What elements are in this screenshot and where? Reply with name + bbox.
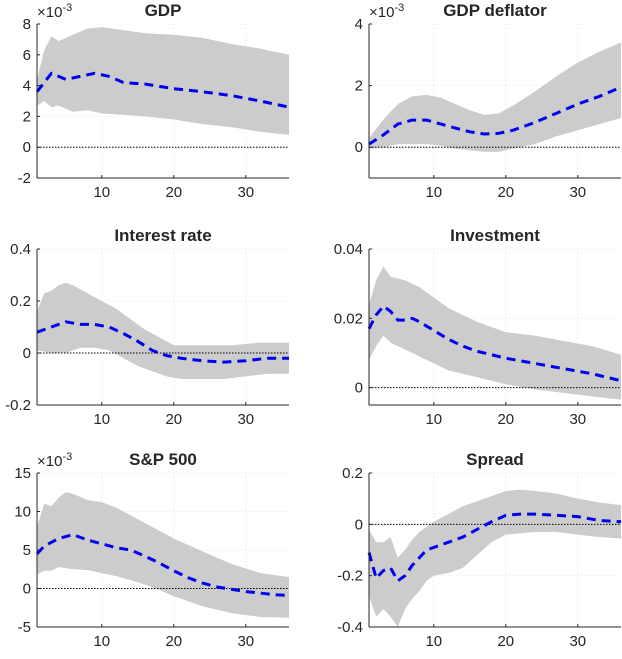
confidence-band bbox=[37, 492, 289, 618]
panel-title: Spread bbox=[466, 450, 524, 469]
panel-title: GDP deflator bbox=[443, 1, 547, 20]
median-response-line bbox=[367, 304, 622, 383]
y-tick-label: 0 bbox=[23, 581, 31, 598]
y-tick-label: -0.4 bbox=[337, 619, 363, 636]
y-tick-label: 0.2 bbox=[342, 465, 363, 482]
y-tick-label: 5 bbox=[23, 542, 31, 559]
x-tick-label: 20 bbox=[497, 184, 514, 201]
x-tick-label: 30 bbox=[237, 633, 254, 650]
x-tick-label: 20 bbox=[165, 184, 182, 201]
x-tick-label: 30 bbox=[569, 184, 586, 201]
y-tick-label: 15 bbox=[14, 465, 31, 482]
x-tick-label: 10 bbox=[93, 411, 110, 428]
y-tick-label: 0.4 bbox=[10, 241, 31, 258]
y-tick-label: 0 bbox=[355, 516, 363, 533]
axis-multiplier: ×10-3 bbox=[369, 2, 404, 21]
y-tick-label: 6 bbox=[23, 47, 31, 64]
confidence-band bbox=[369, 266, 621, 400]
multiplier-base: ×10 bbox=[369, 4, 394, 21]
y-tick-label: 0 bbox=[355, 139, 363, 156]
x-tick-label: 20 bbox=[497, 411, 514, 428]
multiplier-base: ×10 bbox=[37, 453, 62, 470]
y-tick-label: 2 bbox=[23, 108, 31, 125]
chart-panel: 10 20 30 -5 0 5 10 15 S&P 500 ×10-3 bbox=[14, 450, 290, 650]
y-tick-label: 2 bbox=[355, 78, 363, 95]
confidence-band bbox=[369, 489, 621, 627]
multiplier-exponent: -3 bbox=[394, 2, 404, 14]
x-tick-label: 10 bbox=[93, 633, 110, 650]
median-response-line bbox=[368, 85, 622, 146]
y-tick-label: 0 bbox=[355, 380, 363, 397]
panel-title: GDP bbox=[145, 1, 182, 20]
chart-panel: 10 20 30 -0.4 -0.2 0 0.2 Spread bbox=[337, 450, 622, 650]
y-tick-label: -5 bbox=[18, 619, 31, 636]
y-tick-label: 4 bbox=[355, 16, 363, 33]
confidence-band bbox=[37, 282, 289, 379]
y-tick-label: 0.2 bbox=[10, 293, 31, 310]
x-tick-label: 20 bbox=[165, 411, 182, 428]
axis-multiplier: ×10-3 bbox=[37, 2, 72, 21]
y-tick-label: -0.2 bbox=[5, 397, 31, 414]
panel-title: S&P 500 bbox=[129, 450, 197, 469]
chart-panel: 10 20 30 0 0.02 0.04 Investment bbox=[334, 226, 622, 428]
y-tick-label: -2 bbox=[18, 170, 31, 187]
y-tick-label: -0.2 bbox=[337, 568, 363, 585]
median-response-line bbox=[35, 71, 290, 109]
x-tick-label: 10 bbox=[425, 184, 442, 201]
x-tick-label: 30 bbox=[237, 184, 254, 201]
multiplier-exponent: -3 bbox=[62, 451, 72, 463]
x-tick-label: 10 bbox=[93, 184, 110, 201]
x-tick-label: 30 bbox=[569, 411, 586, 428]
y-tick-label: 0 bbox=[23, 139, 31, 156]
x-tick-label: 10 bbox=[425, 411, 442, 428]
axis-multiplier: ×10-3 bbox=[37, 451, 72, 470]
x-tick-label: 20 bbox=[497, 633, 514, 650]
x-tick-label: 20 bbox=[165, 633, 182, 650]
panel-title: Interest rate bbox=[114, 226, 211, 245]
x-tick-label: 30 bbox=[569, 633, 586, 650]
chart-panel: 10 20 30 0 2 4 GDP deflator ×10-3 bbox=[355, 1, 622, 201]
x-tick-label: 10 bbox=[425, 633, 442, 650]
multiplier-base: ×10 bbox=[37, 4, 62, 21]
y-tick-label: 0 bbox=[23, 345, 31, 362]
y-tick-label: 4 bbox=[23, 78, 31, 95]
confidence-band bbox=[37, 27, 289, 135]
y-tick-label: 0.04 bbox=[334, 241, 363, 258]
median-response-line bbox=[367, 512, 622, 583]
x-tick-label: 30 bbox=[237, 411, 254, 428]
median-response-line bbox=[36, 320, 289, 364]
panel-title: Investment bbox=[450, 226, 540, 245]
y-tick-label: 0.02 bbox=[334, 310, 363, 327]
chart-panel: 10 20 30 -2 0 2 4 6 8 GDP ×10-3 bbox=[18, 1, 290, 201]
y-tick-label: 8 bbox=[23, 16, 31, 33]
multiplier-exponent: -3 bbox=[62, 2, 72, 14]
chart-panel: 10 20 30 -0.2 0 0.2 0.4 Interest rate bbox=[5, 226, 289, 428]
y-tick-label: 10 bbox=[14, 504, 31, 521]
confidence-band bbox=[369, 42, 621, 152]
